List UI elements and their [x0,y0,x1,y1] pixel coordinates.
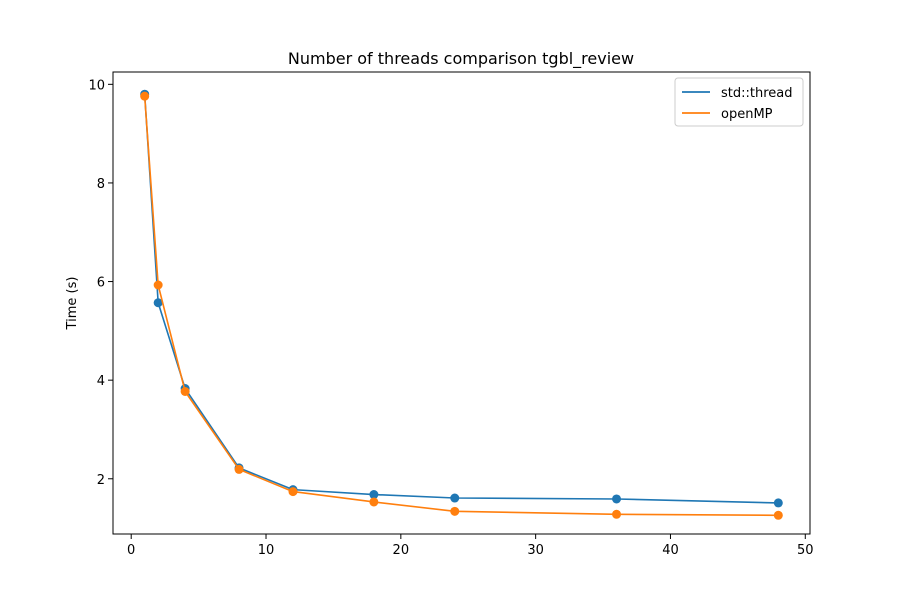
data-point [369,490,379,500]
y-tick-label: 10 [88,78,105,93]
x-tick-label: 40 [662,543,679,558]
y-tick-label: 8 [97,177,105,192]
x-tick-label: 30 [527,543,544,558]
x-tick-label: 50 [797,543,814,558]
data-point [612,494,622,504]
chart-title: Number of threads comparison tgbl_review [288,49,634,69]
legend-label: openMP [721,107,773,122]
data-point [153,280,163,290]
plot-frame [112,71,811,535]
data-point [153,298,163,308]
data-point [612,509,622,519]
y-tick-label: 2 [97,473,105,488]
plot-area: 0 10 20 30 40 50 2 4 6 8 10 [88,71,814,558]
data-point [288,487,298,497]
data-point [369,497,379,507]
y-tick-label: 4 [97,374,105,389]
y-tick-label: 6 [97,276,105,291]
data-point [234,464,244,474]
x-tick-label: 20 [393,543,410,558]
x-tick-label: 0 [127,543,135,558]
data-point [773,510,783,520]
legend-label: std::thread [721,86,793,101]
x-tick-label: 10 [258,543,275,558]
data-point [140,91,150,101]
data-point [450,506,460,516]
data-point [773,498,783,508]
data-point [450,493,460,503]
data-point [180,387,190,397]
legend-box [674,77,804,127]
y-axis-label: Time (s) [65,277,80,331]
